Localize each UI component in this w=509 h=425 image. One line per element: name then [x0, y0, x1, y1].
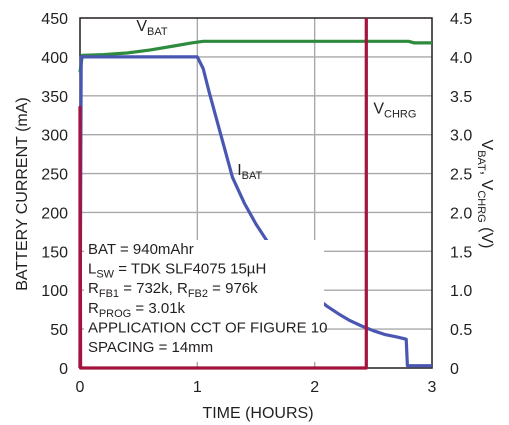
y-left-tick-label: 50 [50, 322, 68, 339]
y-right-tick-label: 3.5 [450, 89, 472, 106]
y-right-tick-label: 3.0 [450, 128, 472, 145]
y-right-tick-label: 4.0 [450, 50, 472, 67]
y-axis-title-left: BATTERY CURRENT (mA) [14, 97, 31, 291]
y-right-tick-label: 1.0 [450, 283, 472, 300]
series-label-vchrg: VCHRG [373, 101, 416, 121]
x-tick-label: 0 [76, 379, 85, 396]
y-left-tick-label: 450 [41, 11, 68, 28]
y-left-tick-label: 100 [41, 283, 68, 300]
series-vbat-line [78, 39, 432, 73]
y-left-tick-label: 0 [59, 361, 68, 378]
y-right-tick-label: 0.5 [450, 322, 472, 339]
y-right-tick-label: 2.5 [450, 167, 472, 184]
y-left-tick-label: 350 [41, 89, 68, 106]
right-title-sep: , V [478, 171, 495, 191]
series-vchrg-line [78, 18, 368, 370]
annotation-box: BAT = 940mAhr LSW = TDK SLF4075 15µHRFB1 … [84, 240, 328, 362]
annotation-line: BAT = 940mAhr [88, 241, 194, 258]
right-title-v: V [478, 140, 495, 151]
series-label-ibat: IBAT [237, 162, 262, 182]
x-tick-label: 3 [428, 379, 437, 396]
y-right-tick-label: 0 [450, 361, 459, 378]
series-label-vbat: VBAT [136, 18, 168, 38]
y-left-tick-label: 150 [41, 244, 68, 261]
series-labels: VBAT IBAT VCHRG [136, 18, 416, 182]
annotation-line: APPLICATION CCT OF FIGURE 10 [88, 319, 328, 336]
y-left-tick-label: 200 [41, 205, 68, 222]
y-left-tick-label: 300 [41, 128, 68, 145]
y-left-tick-label: 250 [41, 167, 68, 184]
y-right-tick-label: 1.5 [450, 244, 472, 261]
annotation-line: RFB1 = 732k, RFB2 = 976k [88, 280, 258, 300]
x-tick-label: 1 [193, 379, 202, 396]
x-axis-title: TIME (HOURS) [202, 405, 313, 422]
right-title-unit: (V) [478, 223, 495, 249]
annotation-line: RPROG = 3.01k [88, 300, 186, 320]
annotation-line: LSW = TDK SLF4075 15µH [88, 261, 266, 281]
y-right-tick-label: 2.0 [450, 205, 472, 222]
annotation-backdrop [84, 240, 324, 362]
y-right-tick-label: 4.5 [450, 11, 472, 28]
y-left-tick-label: 400 [41, 50, 68, 67]
x-tick-label: 2 [310, 379, 319, 396]
y-axis-title-right: VBAT, VCHRG (V) [475, 140, 495, 249]
right-title-chrg: CHRG [475, 190, 487, 222]
annotation-line: SPACING = 14mm [88, 339, 213, 356]
right-title-bat: BAT [475, 150, 487, 171]
